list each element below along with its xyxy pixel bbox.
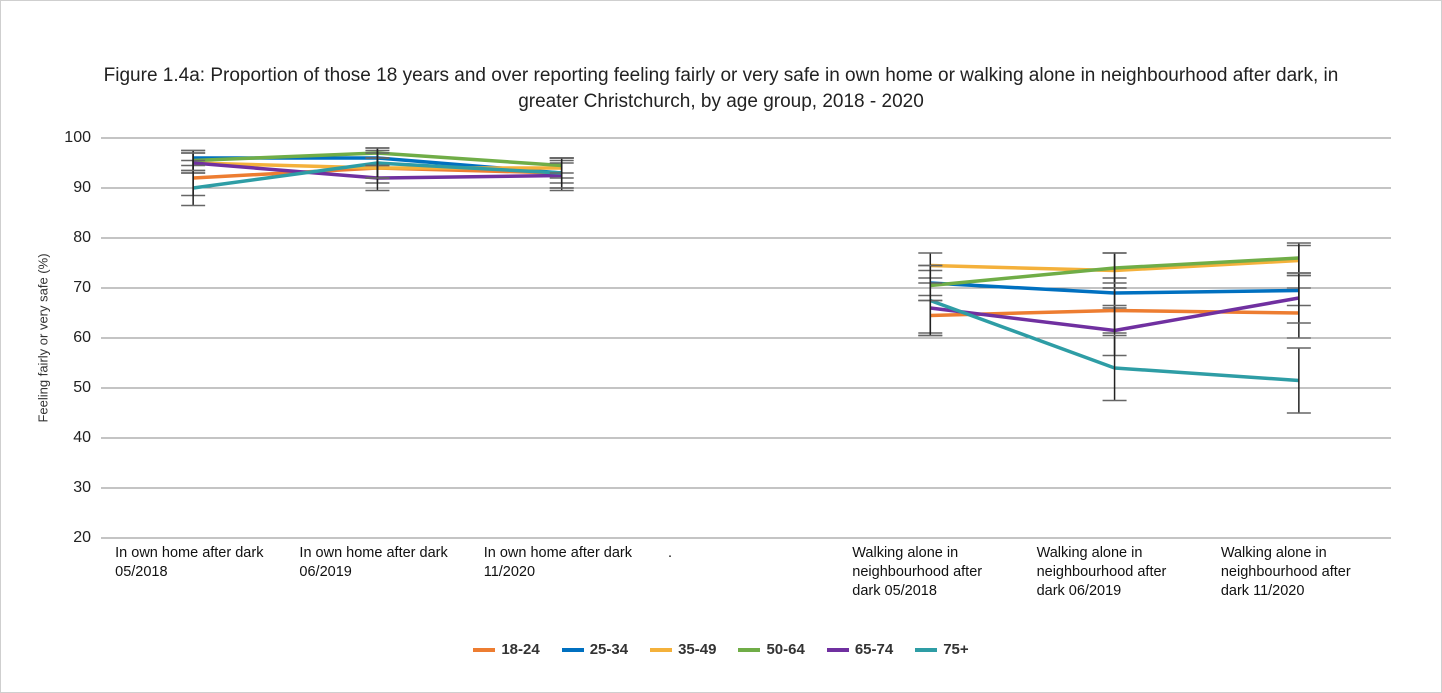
legend-label: 35-49 bbox=[678, 641, 717, 658]
x-tick-label: Walking alone in neighbourhood after dar… bbox=[1220, 545, 1351, 599]
y-tick-label: 20 bbox=[73, 529, 91, 546]
error-bar bbox=[365, 147, 390, 179]
legend-label: 18-24 bbox=[501, 641, 540, 658]
y-tick-label: 60 bbox=[73, 329, 91, 346]
error-bar bbox=[1286, 347, 1311, 414]
legend-item: 35-49 bbox=[650, 641, 716, 658]
legend-swatch bbox=[915, 647, 938, 652]
y-tick-label: 30 bbox=[73, 479, 91, 496]
legend: 18-24 25-34 35-49 50-64 65-74 75+ bbox=[1, 641, 1441, 658]
error-bar bbox=[1102, 334, 1127, 402]
legend-swatch bbox=[826, 647, 849, 652]
y-tick-label: 100 bbox=[64, 129, 91, 146]
legend-label: 65-74 bbox=[854, 641, 894, 658]
legend-swatch bbox=[650, 647, 673, 652]
legend-item: 18-24 bbox=[473, 641, 540, 658]
error-bar bbox=[181, 169, 206, 207]
legend-item: 65-74 bbox=[826, 641, 894, 658]
series-line bbox=[193, 161, 1299, 273]
x-tick-label: Walking alone in neighbourhood after dar… bbox=[852, 545, 983, 599]
y-tick-label: 40 bbox=[73, 429, 91, 446]
legend-swatch bbox=[561, 647, 584, 652]
x-tick-label: In own home after dark 11/2020 bbox=[483, 545, 633, 580]
error-bar bbox=[918, 264, 943, 337]
error-bar bbox=[1286, 272, 1311, 324]
legend-label: 50-64 bbox=[766, 641, 805, 658]
legend-item: 50-64 bbox=[738, 641, 805, 658]
series-line bbox=[193, 151, 1299, 288]
series-line bbox=[192, 161, 1299, 383]
legend-swatch bbox=[473, 647, 496, 652]
y-tick-label: 70 bbox=[73, 279, 91, 296]
y-tick-label: 50 bbox=[73, 379, 91, 396]
x-tick-label: In own home after dark 05/2018 bbox=[115, 545, 264, 580]
y-tick-label: 80 bbox=[73, 229, 91, 246]
error-bar bbox=[1102, 252, 1127, 284]
chart-title: Figure 1.4a: Proportion of those 18 year… bbox=[103, 65, 1339, 112]
x-tick-label: In own home after dark 06/2019 bbox=[299, 545, 448, 580]
x-tick-label: Walking alone in neighbourhood after dar… bbox=[1036, 545, 1167, 599]
legend-label: 25-34 bbox=[589, 641, 629, 658]
y-tick-label: 90 bbox=[73, 179, 91, 196]
error-bar bbox=[549, 157, 574, 189]
x-tick-label: . bbox=[668, 545, 673, 561]
legend-item: 75+ bbox=[915, 641, 969, 658]
legend-item: 25-34 bbox=[561, 641, 629, 658]
legend-label: 75+ bbox=[943, 641, 969, 658]
legend-swatch bbox=[738, 647, 761, 652]
